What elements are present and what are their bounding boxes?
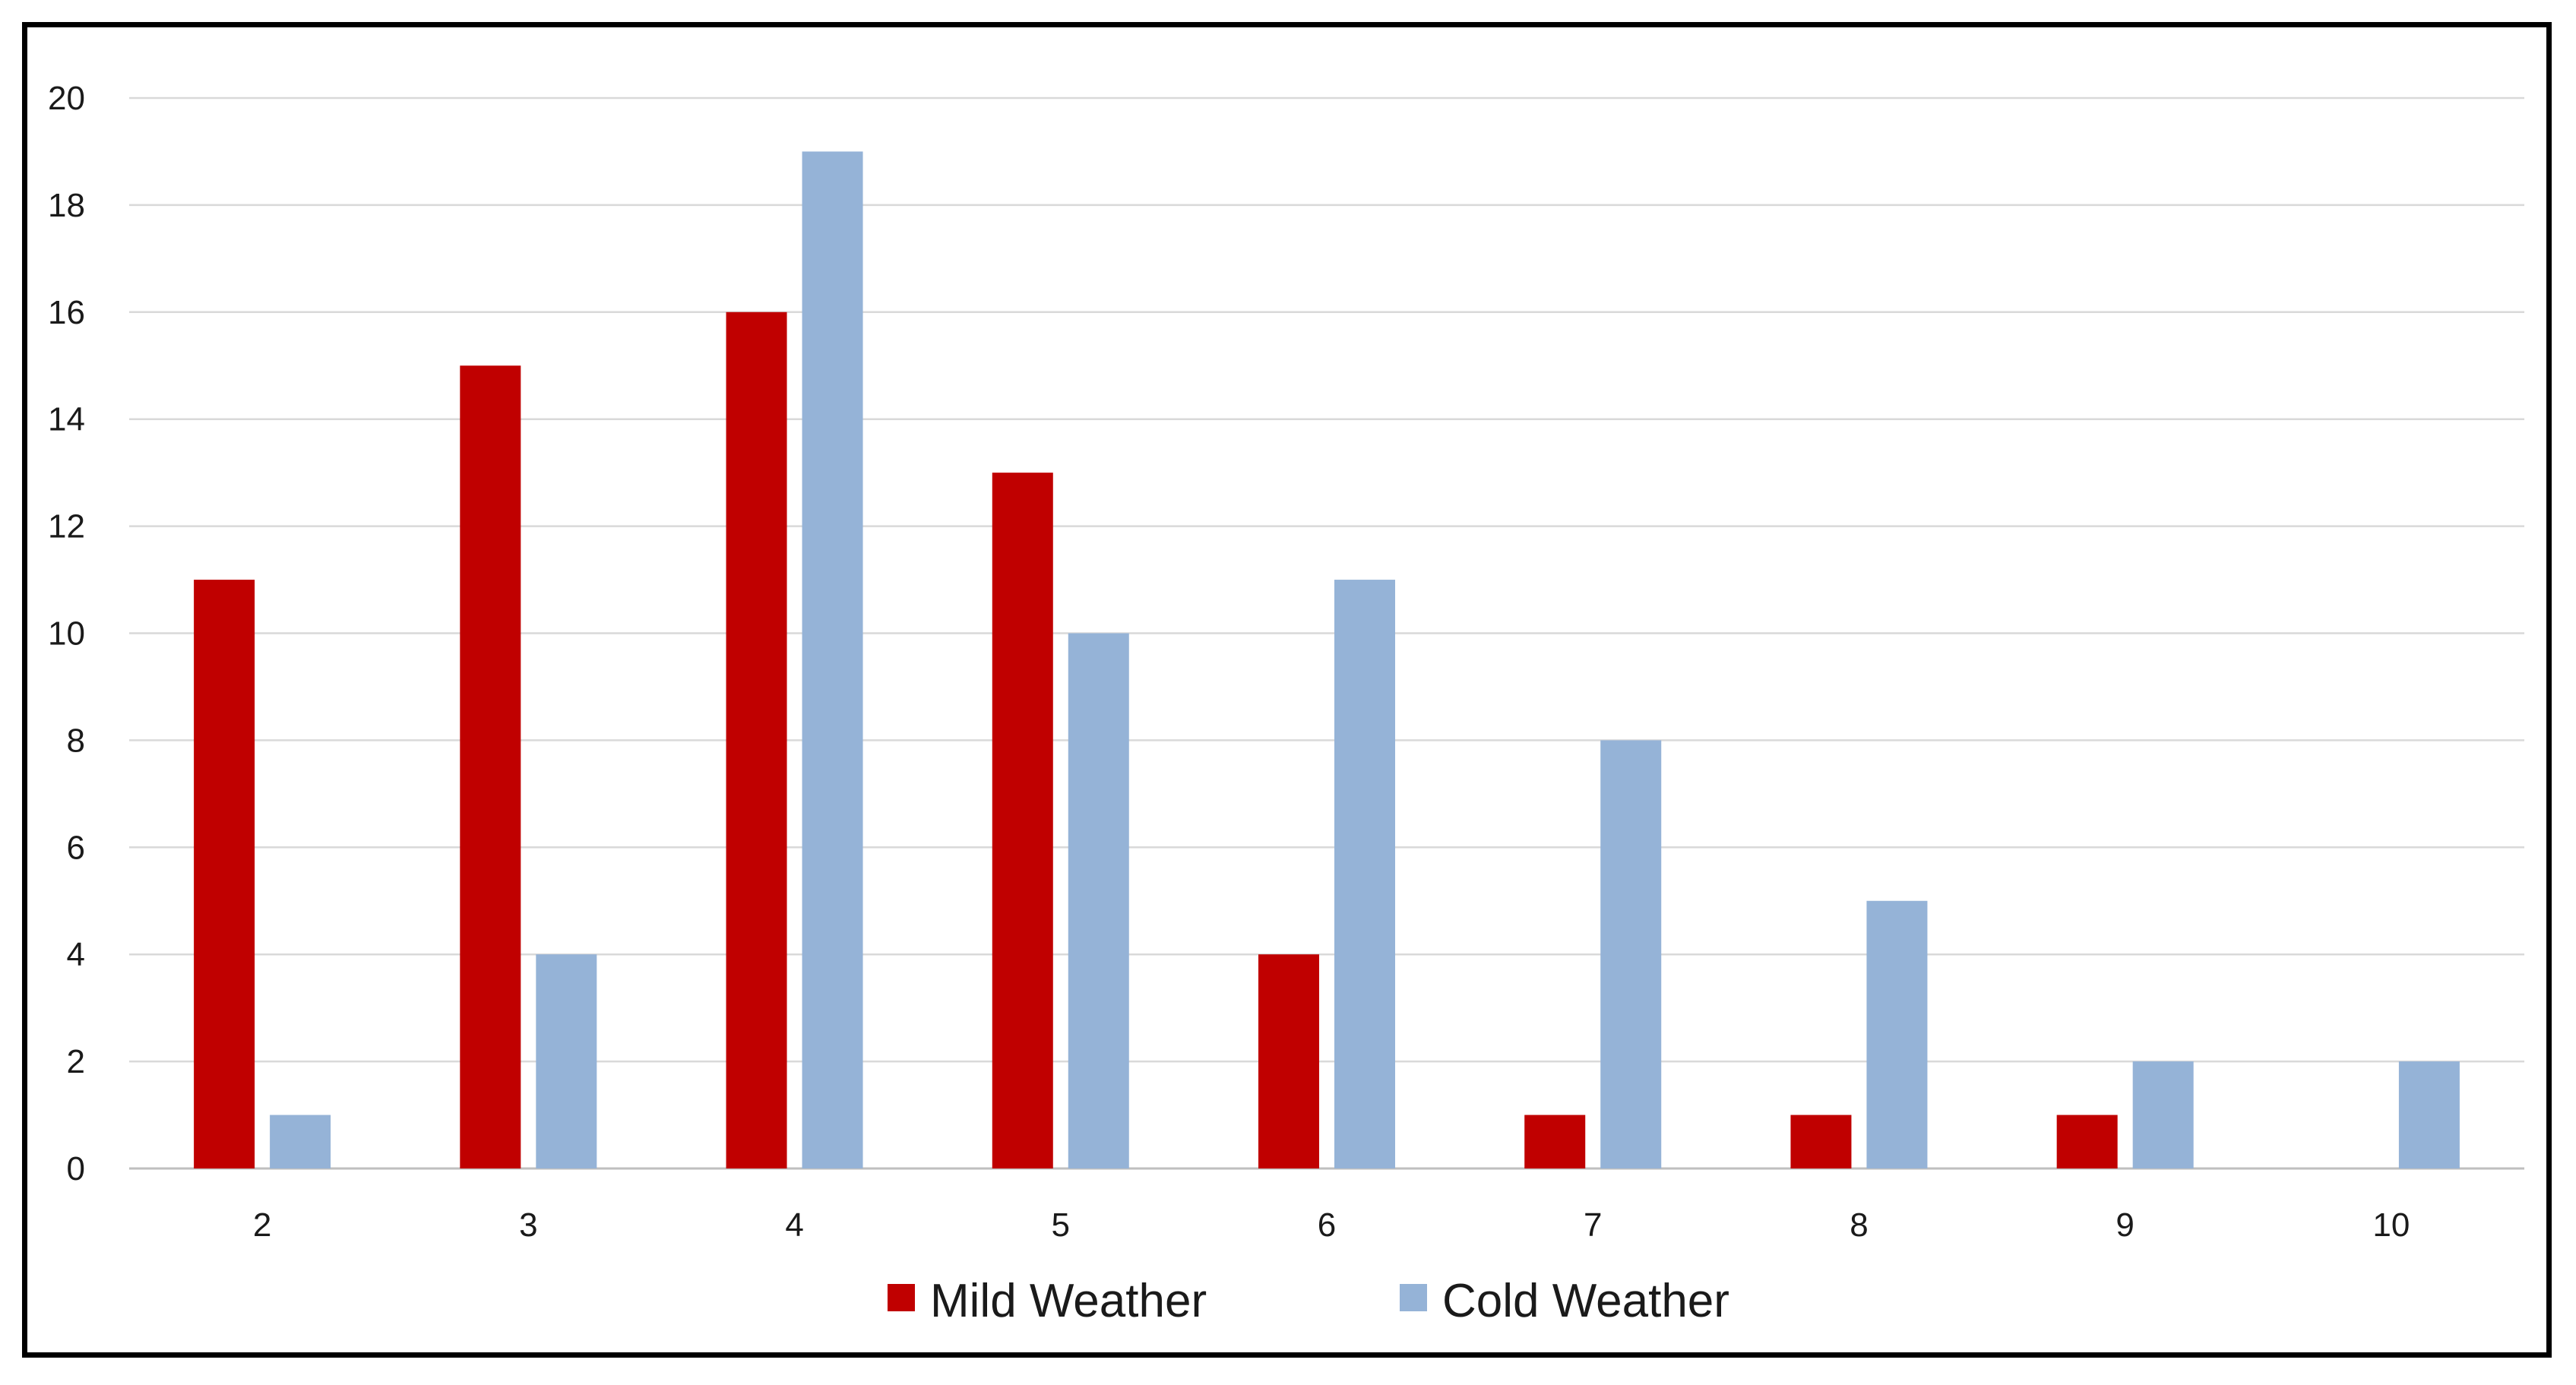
bar-mild-weather: [992, 473, 1053, 1168]
bar-mild-weather: [1524, 1115, 1586, 1168]
y-tick-label: 16: [48, 294, 85, 331]
y-tick-label: 12: [48, 508, 85, 545]
bar-cold-weather: [2132, 1061, 2194, 1168]
legend-swatch-cold-weather: [1400, 1284, 1427, 1311]
x-tick-label: 4: [785, 1206, 803, 1244]
x-tick-label: 3: [519, 1206, 537, 1244]
bar-cold-weather: [1068, 633, 1129, 1168]
x-tick-label: 5: [1052, 1206, 1070, 1244]
x-tick-label: 2: [253, 1206, 271, 1244]
bar-cold-weather: [270, 1115, 331, 1168]
x-tick-label: 8: [1850, 1206, 1868, 1244]
bar-mild-weather: [1258, 954, 1319, 1168]
bar-cold-weather: [1334, 580, 1395, 1168]
y-tick-label: 10: [48, 615, 85, 653]
bar-cold-weather: [2398, 1061, 2460, 1168]
bar-mild-weather: [726, 311, 787, 1168]
x-tick-label: 7: [1584, 1206, 1602, 1244]
y-tick-label: 14: [48, 401, 85, 438]
x-tick-label: 6: [1318, 1206, 1336, 1244]
x-tick-label: 9: [2116, 1206, 2134, 1244]
bar-mild-weather: [194, 580, 255, 1168]
legend-label-mild-weather: Mild Weather: [930, 1275, 1207, 1327]
bar-cold-weather: [536, 954, 597, 1168]
legend-swatch-mild-weather: [888, 1284, 915, 1311]
y-tick-label: 2: [67, 1043, 85, 1080]
y-tick-label: 0: [67, 1150, 85, 1187]
bar-mild-weather: [460, 365, 521, 1168]
bar-cold-weather: [1866, 900, 1928, 1168]
bar-mild-weather: [1790, 1115, 1852, 1168]
legend-label-cold-weather: Cold Weather: [1442, 1275, 1729, 1327]
y-tick-label: 18: [48, 187, 85, 224]
y-tick-label: 20: [48, 80, 85, 117]
y-tick-label: 4: [67, 936, 85, 973]
bar-mild-weather: [2056, 1115, 2118, 1168]
x-tick-label: 10: [2372, 1206, 2410, 1244]
y-tick-label: 6: [67, 829, 85, 866]
bar-cold-weather: [1600, 740, 1662, 1168]
y-tick-label: 8: [67, 722, 85, 759]
bar-cold-weather: [802, 151, 863, 1169]
